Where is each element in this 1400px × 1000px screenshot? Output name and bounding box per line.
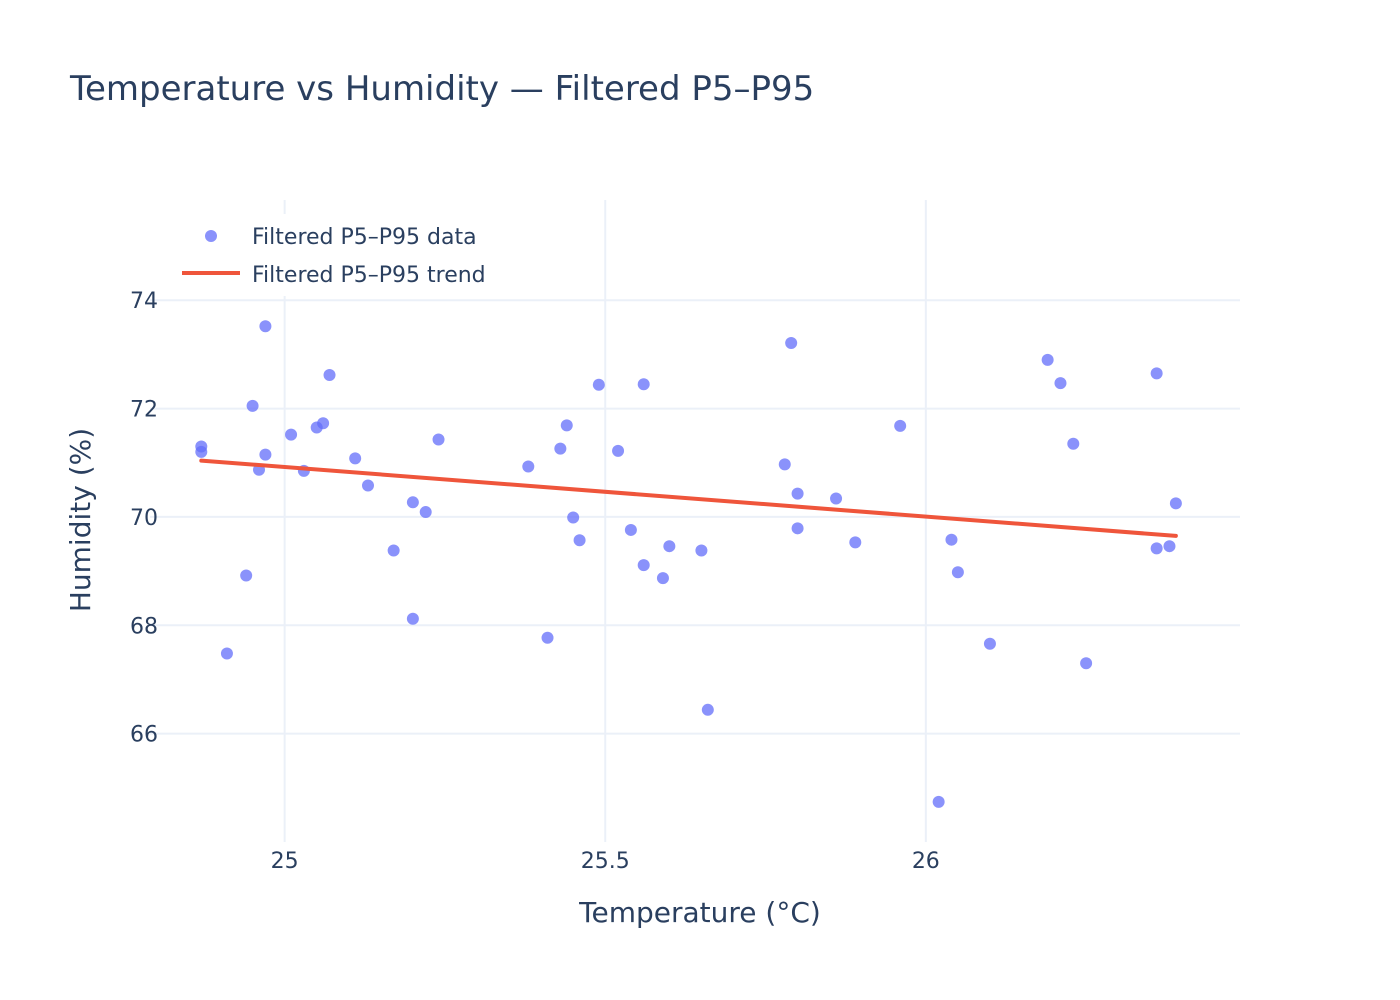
data-point xyxy=(573,534,586,547)
data-point xyxy=(778,458,791,471)
data-point xyxy=(663,540,676,553)
data-point xyxy=(259,320,272,333)
y-tick-label: 72 xyxy=(130,398,158,423)
y-axis-title: Humidity (%) xyxy=(64,428,97,612)
data-point xyxy=(240,569,253,582)
data-point xyxy=(791,522,804,535)
data-point xyxy=(785,337,798,350)
data-point xyxy=(1163,540,1176,553)
data-point xyxy=(1080,657,1093,670)
data-point xyxy=(285,428,298,441)
y-tick-label: 68 xyxy=(130,614,158,639)
data-point xyxy=(567,511,580,524)
y-tick-label: 74 xyxy=(130,289,158,314)
data-point xyxy=(560,419,573,432)
data-point xyxy=(246,399,259,412)
data-point xyxy=(656,572,669,585)
data-point xyxy=(362,479,374,492)
legend-label-trend: Filtered P5–P95 trend xyxy=(252,263,486,288)
legend: Filtered P5–P95 data Filtered P5–P95 tre… xyxy=(170,214,530,296)
data-point xyxy=(432,433,445,446)
x-axis-title: Temperature (°C) xyxy=(578,896,821,929)
chart-title: Temperature vs Humidity — Filtered P5–P9… xyxy=(69,69,814,109)
data-point xyxy=(317,417,330,430)
data-point xyxy=(894,419,907,432)
data-point xyxy=(522,460,535,473)
data-point xyxy=(419,506,432,519)
data-point xyxy=(637,378,650,391)
data-point xyxy=(323,368,336,381)
data-point xyxy=(945,533,958,546)
data-point xyxy=(1054,377,1067,390)
data-point xyxy=(1150,542,1163,555)
data-point xyxy=(624,523,637,536)
series-layer xyxy=(195,320,1182,808)
data-point xyxy=(701,703,714,716)
y-tick-label: 70 xyxy=(130,506,158,531)
x-tick-label: 26 xyxy=(912,849,940,874)
grid-layer xyxy=(150,200,1240,842)
data-point xyxy=(349,452,362,465)
data-point xyxy=(695,544,708,557)
data-point xyxy=(1169,497,1182,510)
data-point xyxy=(406,612,419,625)
data-point xyxy=(637,559,650,572)
data-point xyxy=(983,637,996,650)
data-point xyxy=(406,496,419,509)
data-point xyxy=(849,536,862,549)
data-point xyxy=(259,448,272,461)
data-point xyxy=(387,544,400,557)
trend-line xyxy=(199,458,1178,538)
data-point xyxy=(541,631,554,644)
data-point xyxy=(1041,353,1054,366)
legend-background xyxy=(170,214,530,296)
data-point xyxy=(830,492,843,505)
data-point xyxy=(791,487,804,500)
legend-marker-data xyxy=(205,230,217,242)
legend-label-data: Filtered P5–P95 data xyxy=(252,225,477,250)
data-point xyxy=(554,442,567,455)
data-point xyxy=(1150,367,1163,380)
x-tick-label: 25.5 xyxy=(581,849,630,874)
data-point xyxy=(195,445,208,458)
data-point xyxy=(612,444,625,457)
x-tick-label: 25 xyxy=(271,849,299,874)
data-point xyxy=(220,647,233,660)
data-point xyxy=(932,795,945,808)
data-point xyxy=(1067,437,1080,450)
data-point xyxy=(592,378,605,391)
y-tick-label: 66 xyxy=(130,723,158,748)
data-point xyxy=(951,566,964,579)
axis-labels-layer: 25 25.5 26 66 68 70 72 74 xyxy=(130,289,940,874)
